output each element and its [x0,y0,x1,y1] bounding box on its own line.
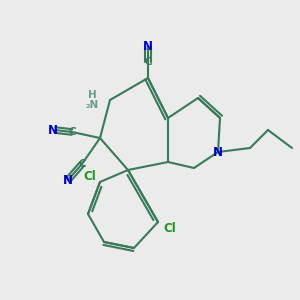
Text: C: C [68,127,76,137]
Text: ₂N: ₂N [85,100,99,110]
Text: Cl: Cl [84,170,96,184]
Text: N: N [63,173,73,187]
Text: C: C [78,159,86,169]
Text: N: N [48,124,58,136]
Text: N: N [143,40,153,52]
Text: N: N [213,146,223,158]
Text: C: C [144,57,152,67]
Text: Cl: Cl [164,221,176,235]
Text: H: H [88,90,96,100]
